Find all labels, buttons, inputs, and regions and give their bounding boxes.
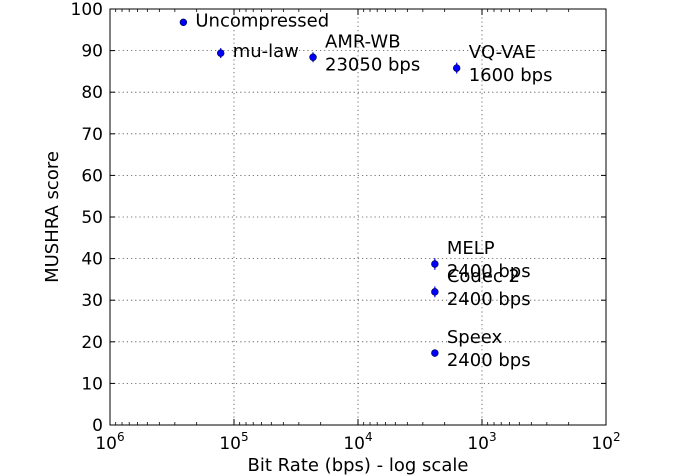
y-tick-label-20: 20	[81, 333, 103, 353]
y-tick-label-30: 30	[81, 291, 103, 311]
x-tick-label-1e3: 103	[467, 430, 496, 454]
data-point-codec-2	[431, 288, 439, 296]
x-axis-label: Bit Rate (bps) - log scale	[248, 455, 469, 476]
y-tick-label-70: 70	[81, 125, 103, 145]
point-label-line: AMR-WB	[325, 31, 401, 52]
y-tick-label-40: 40	[81, 250, 103, 270]
x-tick-label-exponent: 6	[117, 430, 125, 444]
y-tick-label-10: 10	[81, 374, 103, 394]
y-tick-label-90: 90	[81, 42, 103, 62]
x-tick-label-1e6: 106	[95, 430, 124, 454]
point-label-line: mu-law	[233, 41, 299, 62]
point-label-melp: MELP 2400 bps	[447, 238, 531, 282]
point-label-line: 2400 bps	[447, 289, 531, 310]
point-label-line: Speex	[447, 327, 503, 348]
x-tick-label-exponent: 2	[613, 430, 621, 444]
point-label-line: VQ-VAE	[469, 42, 536, 63]
point-label-amr-wb: AMR-WB 23050 bps	[325, 31, 420, 75]
x-tick-label-base: 10	[343, 434, 365, 454]
data-point-speex	[431, 349, 439, 357]
x-tick-label-exponent: 5	[241, 430, 249, 444]
x-tick-label-base: 10	[591, 434, 613, 454]
y-tick-label-50: 50	[81, 208, 103, 228]
point-label-line: 1600 bps	[469, 65, 553, 86]
y-tick-label-100: 100	[71, 0, 103, 20]
point-label-uncompressed: Uncompressed	[195, 10, 329, 31]
y-tick-label-0: 0	[92, 416, 103, 436]
data-points	[179, 18, 461, 357]
point-label-line: Uncompressed	[195, 10, 329, 31]
data-point-amr-wb	[309, 53, 317, 61]
point-label-line: MELP	[447, 238, 495, 259]
point-label-mu-law: mu-law	[233, 41, 299, 62]
data-point-uncompressed	[179, 18, 188, 27]
x-tick-label-exponent: 4	[365, 430, 373, 444]
x-tick-label-base: 10	[95, 434, 117, 454]
point-label-line: Codec 2	[447, 266, 520, 287]
point-label-codec-2: Codec 2 2400 bps	[447, 266, 531, 310]
x-tick-label-1e2: 102	[591, 430, 620, 454]
point-label-line: 23050 bps	[325, 54, 420, 75]
point-label-speex: Speex 2400 bps	[447, 327, 531, 371]
y-tick-label-80: 80	[81, 83, 103, 103]
point-label-vq-vae: VQ-VAE 1600 bps	[469, 42, 553, 86]
x-tick-label-base: 10	[219, 434, 241, 454]
x-tick-label-exponent: 3	[489, 430, 497, 444]
y-axis-label: MUSHRA score	[42, 151, 63, 283]
x-tick-label-base: 10	[467, 434, 489, 454]
point-label-line: 2400 bps	[447, 261, 531, 282]
plot-frame	[109, 8, 607, 426]
data-point-mu-law	[217, 49, 225, 57]
data-point-vq-vae	[452, 64, 461, 72]
x-tick-label-1e5: 105	[219, 430, 248, 454]
data-point-melp	[431, 260, 439, 268]
point-label-line: 2400 bps	[447, 350, 531, 371]
point-annotations: Uncompressed mu-law AMR-WB 23050 bps VQ-VAE 1…	[195, 10, 552, 371]
x-tick-label-1e4: 104	[343, 430, 372, 454]
y-tick-label-60: 60	[81, 166, 103, 186]
